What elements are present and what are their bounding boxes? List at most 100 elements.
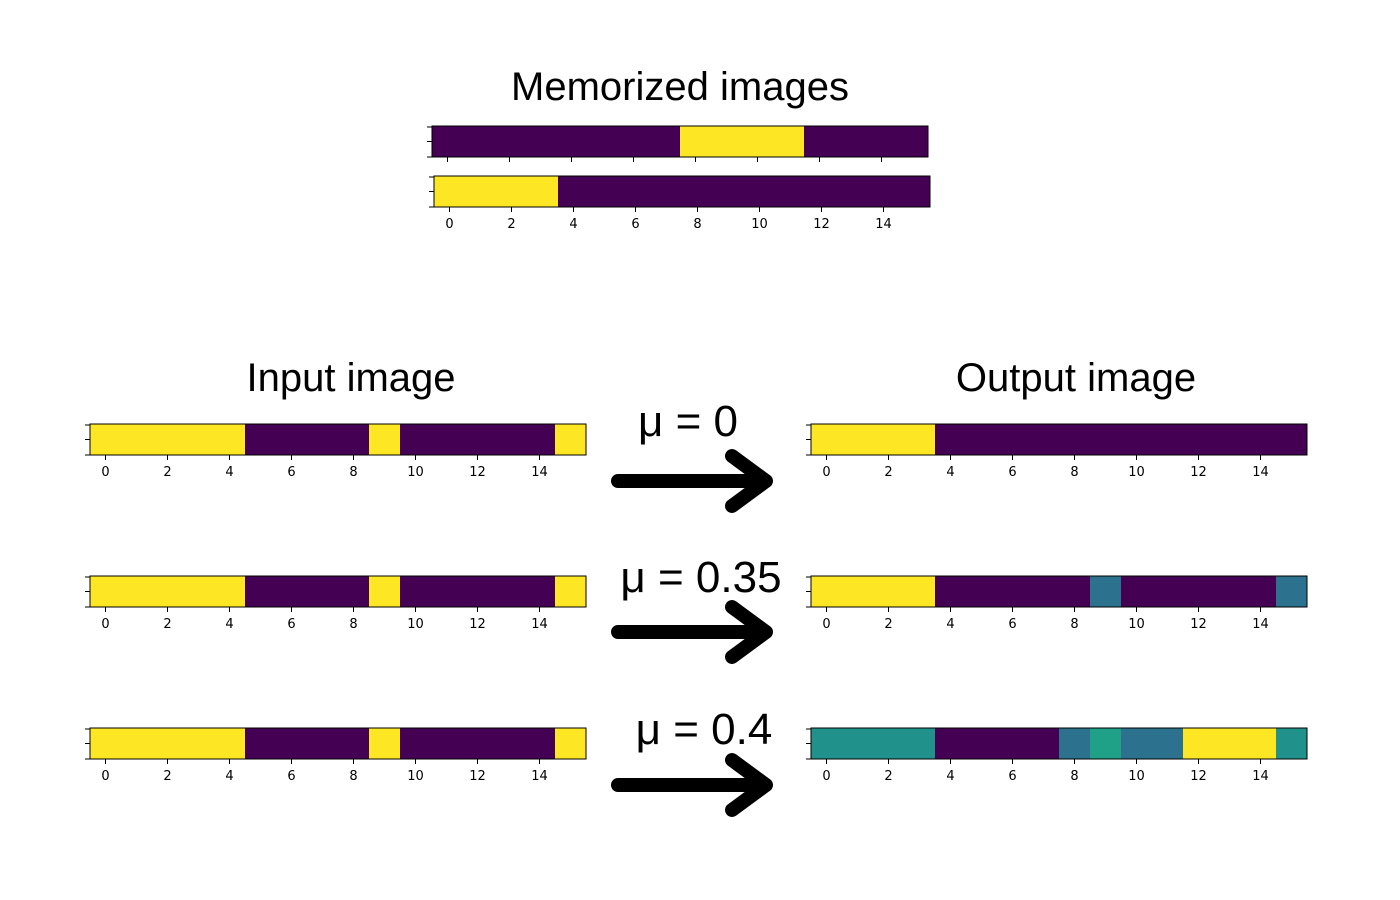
x-tick-label: 2 bbox=[163, 465, 171, 480]
x-tick-label: 12 bbox=[813, 217, 830, 232]
heatmap-cell bbox=[121, 576, 153, 607]
heatmap-cell bbox=[1276, 576, 1308, 607]
x-tick-label: 10 bbox=[407, 617, 424, 632]
heatmap-cell bbox=[524, 424, 556, 455]
heatmap-cell bbox=[524, 728, 556, 759]
heatmap-cell bbox=[214, 424, 246, 455]
heatmap-cell bbox=[152, 576, 184, 607]
heatmap-cell bbox=[866, 126, 898, 157]
x-tick-label: 14 bbox=[531, 465, 548, 480]
x-tick-label: 4 bbox=[946, 769, 954, 784]
x-tick-label: 12 bbox=[469, 465, 486, 480]
x-tick-label: 10 bbox=[1128, 465, 1145, 480]
x-tick-label: 0 bbox=[822, 617, 830, 632]
heatmap-cell bbox=[338, 728, 370, 759]
output-image-2-strip: 0 2 4 6 8 10 12 14 bbox=[806, 575, 1308, 632]
x-tick-label: 6 bbox=[631, 217, 639, 232]
heatmap-cell bbox=[121, 728, 153, 759]
heatmap-cell bbox=[1090, 424, 1122, 455]
x-tick-label: 6 bbox=[1008, 769, 1016, 784]
heatmap-cell bbox=[904, 576, 936, 607]
x-tick-label: 4 bbox=[225, 769, 233, 784]
heatmap-cell bbox=[494, 126, 526, 157]
heatmap-cell bbox=[121, 424, 153, 455]
heatmap-cell bbox=[245, 424, 277, 455]
x-tick-label: 12 bbox=[469, 769, 486, 784]
heatmap-cell bbox=[966, 424, 998, 455]
input-image-3-strip: 0 2 4 6 8 10 12 14 bbox=[85, 727, 587, 784]
x-tick-label: 2 bbox=[163, 617, 171, 632]
heatmap-cell bbox=[400, 424, 432, 455]
heatmap-cell bbox=[842, 576, 874, 607]
heatmap-cell bbox=[1245, 728, 1277, 759]
memorized-title: Memorized images bbox=[511, 65, 849, 109]
heatmap-cell bbox=[680, 126, 712, 157]
x-tick-label: 10 bbox=[751, 217, 768, 232]
heatmap-cell bbox=[1214, 728, 1246, 759]
heatmap-cell bbox=[775, 176, 807, 207]
x-tick-label: 4 bbox=[569, 217, 577, 232]
heatmap-cell bbox=[307, 424, 339, 455]
heatmap-cell bbox=[1090, 576, 1122, 607]
heatmap-cell bbox=[431, 424, 463, 455]
x-tick-label: 8 bbox=[1070, 465, 1078, 480]
x-tick-label: 14 bbox=[875, 217, 892, 232]
heatmap-cell bbox=[1245, 424, 1277, 455]
x-tick-label: 8 bbox=[349, 769, 357, 784]
x-tick-label: 12 bbox=[1190, 769, 1207, 784]
heatmap-cell bbox=[804, 126, 836, 157]
x-tick-label: 2 bbox=[884, 465, 892, 480]
arrow-icon bbox=[611, 449, 773, 513]
x-tick-label: 8 bbox=[349, 465, 357, 480]
output-image-3-strip: 0 2 4 6 8 10 12 14 bbox=[806, 727, 1308, 784]
heatmap-cell bbox=[183, 424, 215, 455]
x-tick-label: 6 bbox=[287, 769, 295, 784]
x-tick-label: 8 bbox=[693, 217, 701, 232]
x-tick-label: 2 bbox=[507, 217, 515, 232]
input-title: Input image bbox=[246, 356, 455, 400]
x-tick-label: 0 bbox=[822, 465, 830, 480]
heatmap-cell bbox=[556, 126, 588, 157]
heatmap-cell bbox=[837, 176, 869, 207]
x-tick-label: 2 bbox=[884, 617, 892, 632]
heatmap-cell bbox=[524, 576, 556, 607]
x-tick-label: 0 bbox=[101, 769, 109, 784]
heatmap-cell bbox=[152, 728, 184, 759]
heatmap-cell bbox=[555, 424, 587, 455]
heatmap-cell bbox=[462, 424, 494, 455]
heatmap-cell bbox=[773, 126, 805, 157]
heatmap-cell bbox=[245, 576, 277, 607]
x-tick-label: 6 bbox=[287, 465, 295, 480]
mu-label-3: μ = 0.4 bbox=[636, 705, 773, 754]
heatmap-cell bbox=[873, 728, 905, 759]
heatmap-cell bbox=[1059, 576, 1091, 607]
heatmap-cell bbox=[997, 576, 1029, 607]
heatmap-cell bbox=[620, 176, 652, 207]
heatmap-cell bbox=[90, 728, 122, 759]
heatmap-cell bbox=[744, 176, 776, 207]
heatmap-cell bbox=[1059, 424, 1091, 455]
heatmap-cell bbox=[338, 424, 370, 455]
heatmap-cell bbox=[1028, 424, 1060, 455]
x-tick-label: 8 bbox=[349, 617, 357, 632]
heatmap-cell bbox=[997, 424, 1029, 455]
heatmap-cell bbox=[1121, 424, 1153, 455]
heatmap-cell bbox=[1183, 728, 1215, 759]
heatmap-cell bbox=[183, 728, 215, 759]
heatmap-cell bbox=[935, 424, 967, 455]
heatmap-cell bbox=[1183, 424, 1215, 455]
heatmap-cell bbox=[873, 424, 905, 455]
x-tick-label: 0 bbox=[101, 465, 109, 480]
x-tick-label: 12 bbox=[469, 617, 486, 632]
mu-label-2: μ = 0.35 bbox=[620, 553, 781, 602]
heatmap-cell bbox=[463, 126, 495, 157]
heatmap-cell bbox=[904, 424, 936, 455]
heatmap-cell bbox=[811, 576, 843, 607]
x-tick-label: 6 bbox=[1008, 465, 1016, 480]
heatmap-cell bbox=[897, 126, 929, 157]
heatmap-cell bbox=[276, 424, 308, 455]
heatmap-cell bbox=[682, 176, 714, 207]
heatmap-cell bbox=[214, 728, 246, 759]
x-tick-label: 10 bbox=[1128, 617, 1145, 632]
